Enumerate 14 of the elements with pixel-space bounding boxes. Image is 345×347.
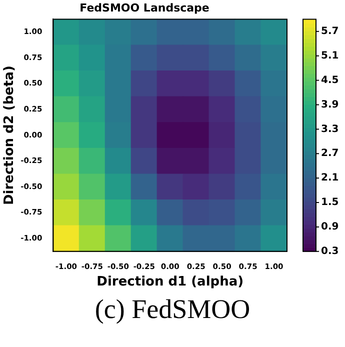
color-bar-label: 2.7 [321,148,339,160]
color-bar-label: 3.9 [321,99,339,110]
color-bar-label: 4.5 [321,74,339,86]
y-axis-title: Direction d2 (beta) [2,66,18,206]
color-bar-label: 5.7 [321,26,339,38]
text: (c) FedSMOO [94,294,252,325]
color-bar-label: 2.1 [321,172,339,184]
color-bar-label: 0.9 [321,222,339,233]
chart-title: FedSMOO Landscape [80,1,210,14]
color-bar-label: 1.5 [321,197,339,208]
color-bar-label: 0.3 [321,246,339,257]
color-bar-label: 5.1 [321,50,339,62]
color-bar-label: 3.3 [321,124,339,135]
x-axis-title: Direction d1 (alpha) [96,274,244,290]
